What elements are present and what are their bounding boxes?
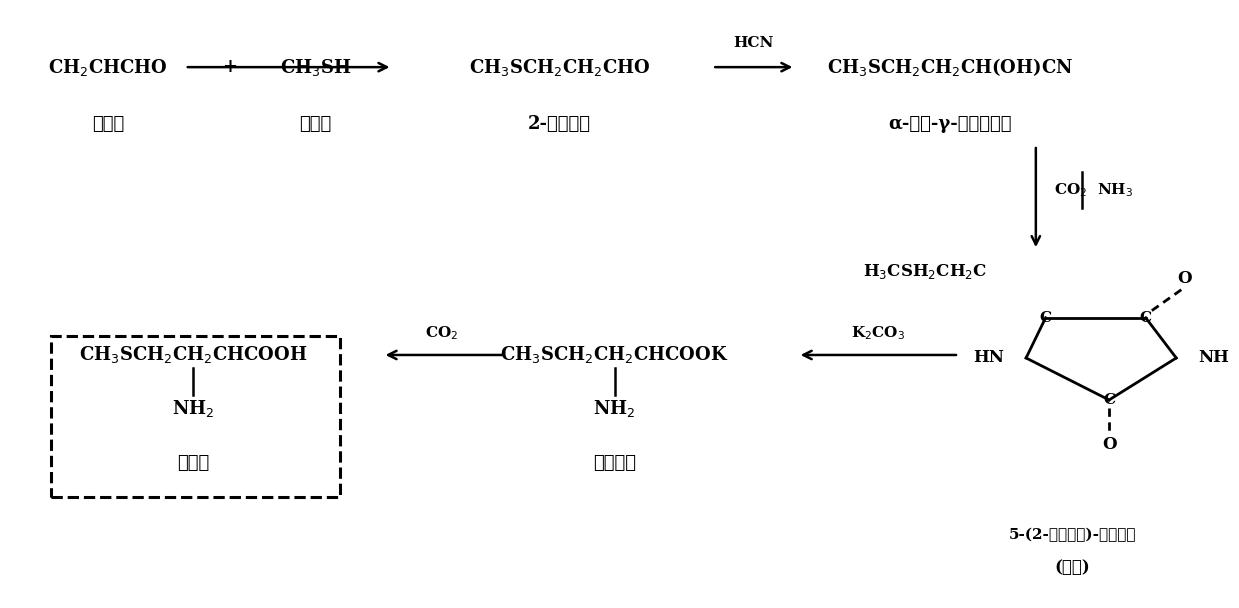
Text: 5-(2-甲硫乙基)-乙内酰脲: 5-(2-甲硫乙基)-乙内酰脲 xyxy=(1009,528,1136,542)
Text: α-羟基-γ-甲硫基丁腕: α-羟基-γ-甲硫基丁腕 xyxy=(888,115,1012,133)
Text: NH$_2$: NH$_2$ xyxy=(172,398,214,420)
Text: CH$_2$CHCHO: CH$_2$CHCHO xyxy=(48,57,167,78)
Text: CO$_2$: CO$_2$ xyxy=(1054,181,1088,199)
Text: C: C xyxy=(1103,393,1115,407)
Text: +: + xyxy=(223,58,238,76)
Text: 甲硫醇: 甲硫醇 xyxy=(300,115,332,133)
Bar xyxy=(51,336,339,497)
Text: CH$_3$SCH$_2$CH$_2$CHCOOK: CH$_3$SCH$_2$CH$_2$CHCOOK xyxy=(501,345,729,365)
Text: 蛋氨酸: 蛋氨酸 xyxy=(177,454,209,472)
Text: NH$_3$: NH$_3$ xyxy=(1097,181,1134,199)
Text: 丙烯醒: 丙烯醒 xyxy=(92,115,124,133)
Text: H$_3$CSH$_2$CH$_2$C: H$_3$CSH$_2$CH$_2$C xyxy=(862,261,987,280)
Text: CH$_3$SH: CH$_3$SH xyxy=(280,57,351,78)
Text: 蛋氨酸钒: 蛋氨酸钒 xyxy=(593,454,636,472)
Text: O: O xyxy=(1101,437,1116,454)
Text: CH$_3$SCH$_2$CH$_2$CH(OH)CN: CH$_3$SCH$_2$CH$_2$CH(OH)CN xyxy=(828,56,1073,78)
Text: O: O xyxy=(1177,270,1192,287)
Text: NH: NH xyxy=(1198,350,1229,367)
Text: CH$_3$SCH$_2$CH$_2$CHCOOH: CH$_3$SCH$_2$CH$_2$CHCOOH xyxy=(79,345,307,365)
Text: HCN: HCN xyxy=(733,36,774,50)
Text: CO$_2$: CO$_2$ xyxy=(425,324,458,342)
Text: 2-甲硫丙醒: 2-甲硫丙醒 xyxy=(528,115,591,133)
Text: HN: HN xyxy=(973,350,1004,367)
Text: NH$_2$: NH$_2$ xyxy=(593,398,636,420)
Text: C: C xyxy=(1040,311,1052,325)
Text: C: C xyxy=(1140,311,1152,325)
Text: K$_2$CO$_3$: K$_2$CO$_3$ xyxy=(851,324,906,342)
Text: (海因): (海因) xyxy=(1054,559,1090,576)
Text: CH$_3$SCH$_2$CH$_2$CHO: CH$_3$SCH$_2$CH$_2$CHO xyxy=(470,57,650,78)
